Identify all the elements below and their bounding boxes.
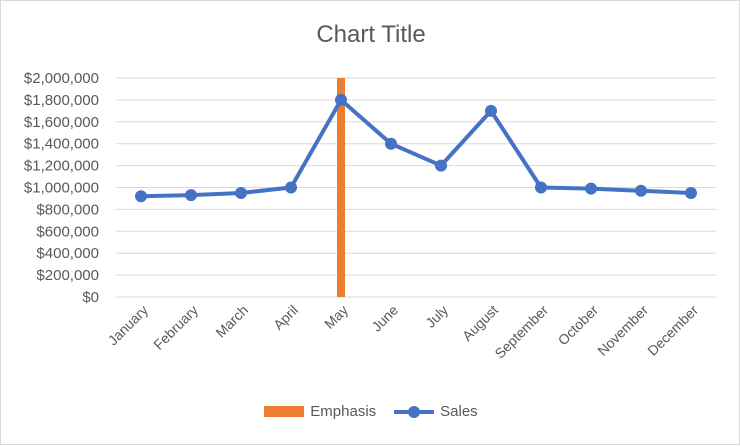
sales-point xyxy=(485,104,497,117)
x-tick-label: June xyxy=(368,302,401,335)
y-tick-label: $200,000 xyxy=(36,267,99,284)
sales-point xyxy=(535,181,547,194)
y-tick-label: $1,600,000 xyxy=(24,114,99,131)
x-tick-label: July xyxy=(422,302,451,331)
legend-label-sales: Sales xyxy=(440,403,478,420)
sales-point xyxy=(135,190,147,203)
y-tick-label: $0 xyxy=(82,289,99,306)
x-tick-label: August xyxy=(459,302,501,344)
emphasis-bar xyxy=(337,78,345,297)
y-tick-label: $1,000,000 xyxy=(24,180,99,197)
x-tick-label: May xyxy=(321,302,351,332)
sales-point xyxy=(435,159,447,172)
x-tick-label: November xyxy=(594,302,651,359)
sales-point xyxy=(385,137,397,150)
legend: Emphasis Sales xyxy=(1,403,740,420)
y-tick-label: $600,000 xyxy=(36,223,99,240)
sales-point xyxy=(685,186,697,199)
y-tick-label: $800,000 xyxy=(36,201,99,218)
sales-point xyxy=(285,181,297,194)
x-tick-label: February xyxy=(150,302,201,353)
x-tick-label: March xyxy=(212,302,251,341)
y-tick-label: $1,200,000 xyxy=(24,158,99,175)
legend-label-emphasis: Emphasis xyxy=(310,403,377,420)
sales-point xyxy=(235,186,247,199)
x-tick-label: October xyxy=(555,302,602,349)
sales-point xyxy=(335,93,347,106)
x-tick-label: April xyxy=(270,302,301,333)
legend-item-emphasis: Emphasis xyxy=(264,403,376,420)
x-tick-label: September xyxy=(491,302,551,362)
x-tick-label: January xyxy=(105,302,152,349)
chart-title: Chart Title xyxy=(316,21,426,48)
sales-point xyxy=(185,189,197,202)
sales-point xyxy=(635,184,647,197)
sales-line xyxy=(140,97,692,199)
legend-item-sales: Sales xyxy=(394,403,478,420)
sales-point xyxy=(585,182,597,195)
legend-swatch-emphasis xyxy=(264,406,305,417)
legend-swatch-sales xyxy=(394,405,435,418)
x-tick-label: December xyxy=(644,302,701,359)
y-tick-label: $400,000 xyxy=(36,245,99,262)
y-tick-label: $1,800,000 xyxy=(24,92,99,109)
y-tick-label: $2,000,000 xyxy=(24,70,99,87)
y-tick-label: $1,400,000 xyxy=(24,136,99,153)
